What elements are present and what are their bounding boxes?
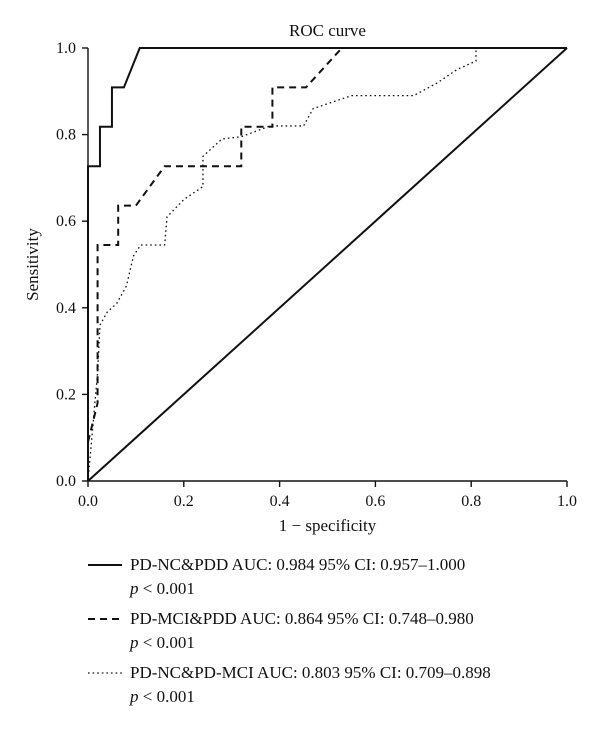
x-tick-label: 0.0 <box>78 493 98 510</box>
x-tick-label: 0.8 <box>461 493 481 510</box>
plot-area: ROC curve 0.0 0.2 0.4 0.6 0.8 1.0 0.0 0.2 0.4 0.6 0… <box>23 21 577 535</box>
legend: PD-NC&PDD AUC: 0.984 95% CI: 0.957–1.000… <box>88 555 491 706</box>
p-value-text: < 0.001 <box>139 633 195 652</box>
x-tick-label: 0.4 <box>270 493 290 510</box>
legend-p-value: p < 0.001 <box>129 633 195 652</box>
p-symbol: p <box>129 579 139 598</box>
x-tick-label: 0.2 <box>174 493 194 510</box>
y-tick-label: 1.0 <box>56 40 76 57</box>
p-value-text: < 0.001 <box>139 687 195 706</box>
y-tick-label: 0.4 <box>56 300 76 317</box>
x-axis-label: 1 − specificity <box>279 516 377 535</box>
chart-title: ROC curve <box>289 21 366 40</box>
legend-label: PD-NC&PD-MCI AUC: 0.803 95% CI: 0.709–0.… <box>130 663 491 682</box>
series-pd-nc-pd-mci-line <box>87 47 567 482</box>
legend-item: PD-MCI&PDD AUC: 0.864 95% CI: 0.748–0.98… <box>88 609 474 652</box>
y-tick-label: 0.2 <box>56 386 76 403</box>
p-symbol: p <box>129 687 139 706</box>
reference-diagonal-line <box>87 47 568 482</box>
y-axis-label: Sensitivity <box>23 228 42 301</box>
legend-item: PD-NC&PDD AUC: 0.984 95% CI: 0.957–1.000… <box>88 555 465 598</box>
p-symbol: p <box>129 633 139 652</box>
legend-p-value: p < 0.001 <box>129 579 195 598</box>
x-tick-label: 0.6 <box>365 493 385 510</box>
legend-item: PD-NC&PD-MCI AUC: 0.803 95% CI: 0.709–0.… <box>88 663 491 706</box>
y-tick-label: 0.6 <box>56 213 76 230</box>
y-tick-label: 0.0 <box>56 473 76 490</box>
p-value-text: < 0.001 <box>139 579 195 598</box>
x-tick-label: 1.0 <box>557 493 577 510</box>
legend-label: PD-NC&PDD AUC: 0.984 95% CI: 0.957–1.000 <box>130 555 465 574</box>
legend-label: PD-MCI&PDD AUC: 0.864 95% CI: 0.748–0.98… <box>130 609 474 628</box>
y-tick-label: 0.8 <box>56 127 76 144</box>
series-pd-mci-pdd-line <box>87 47 567 443</box>
series-pd-nc-pdd-line <box>87 47 567 481</box>
legend-p-value: p < 0.001 <box>129 687 195 706</box>
